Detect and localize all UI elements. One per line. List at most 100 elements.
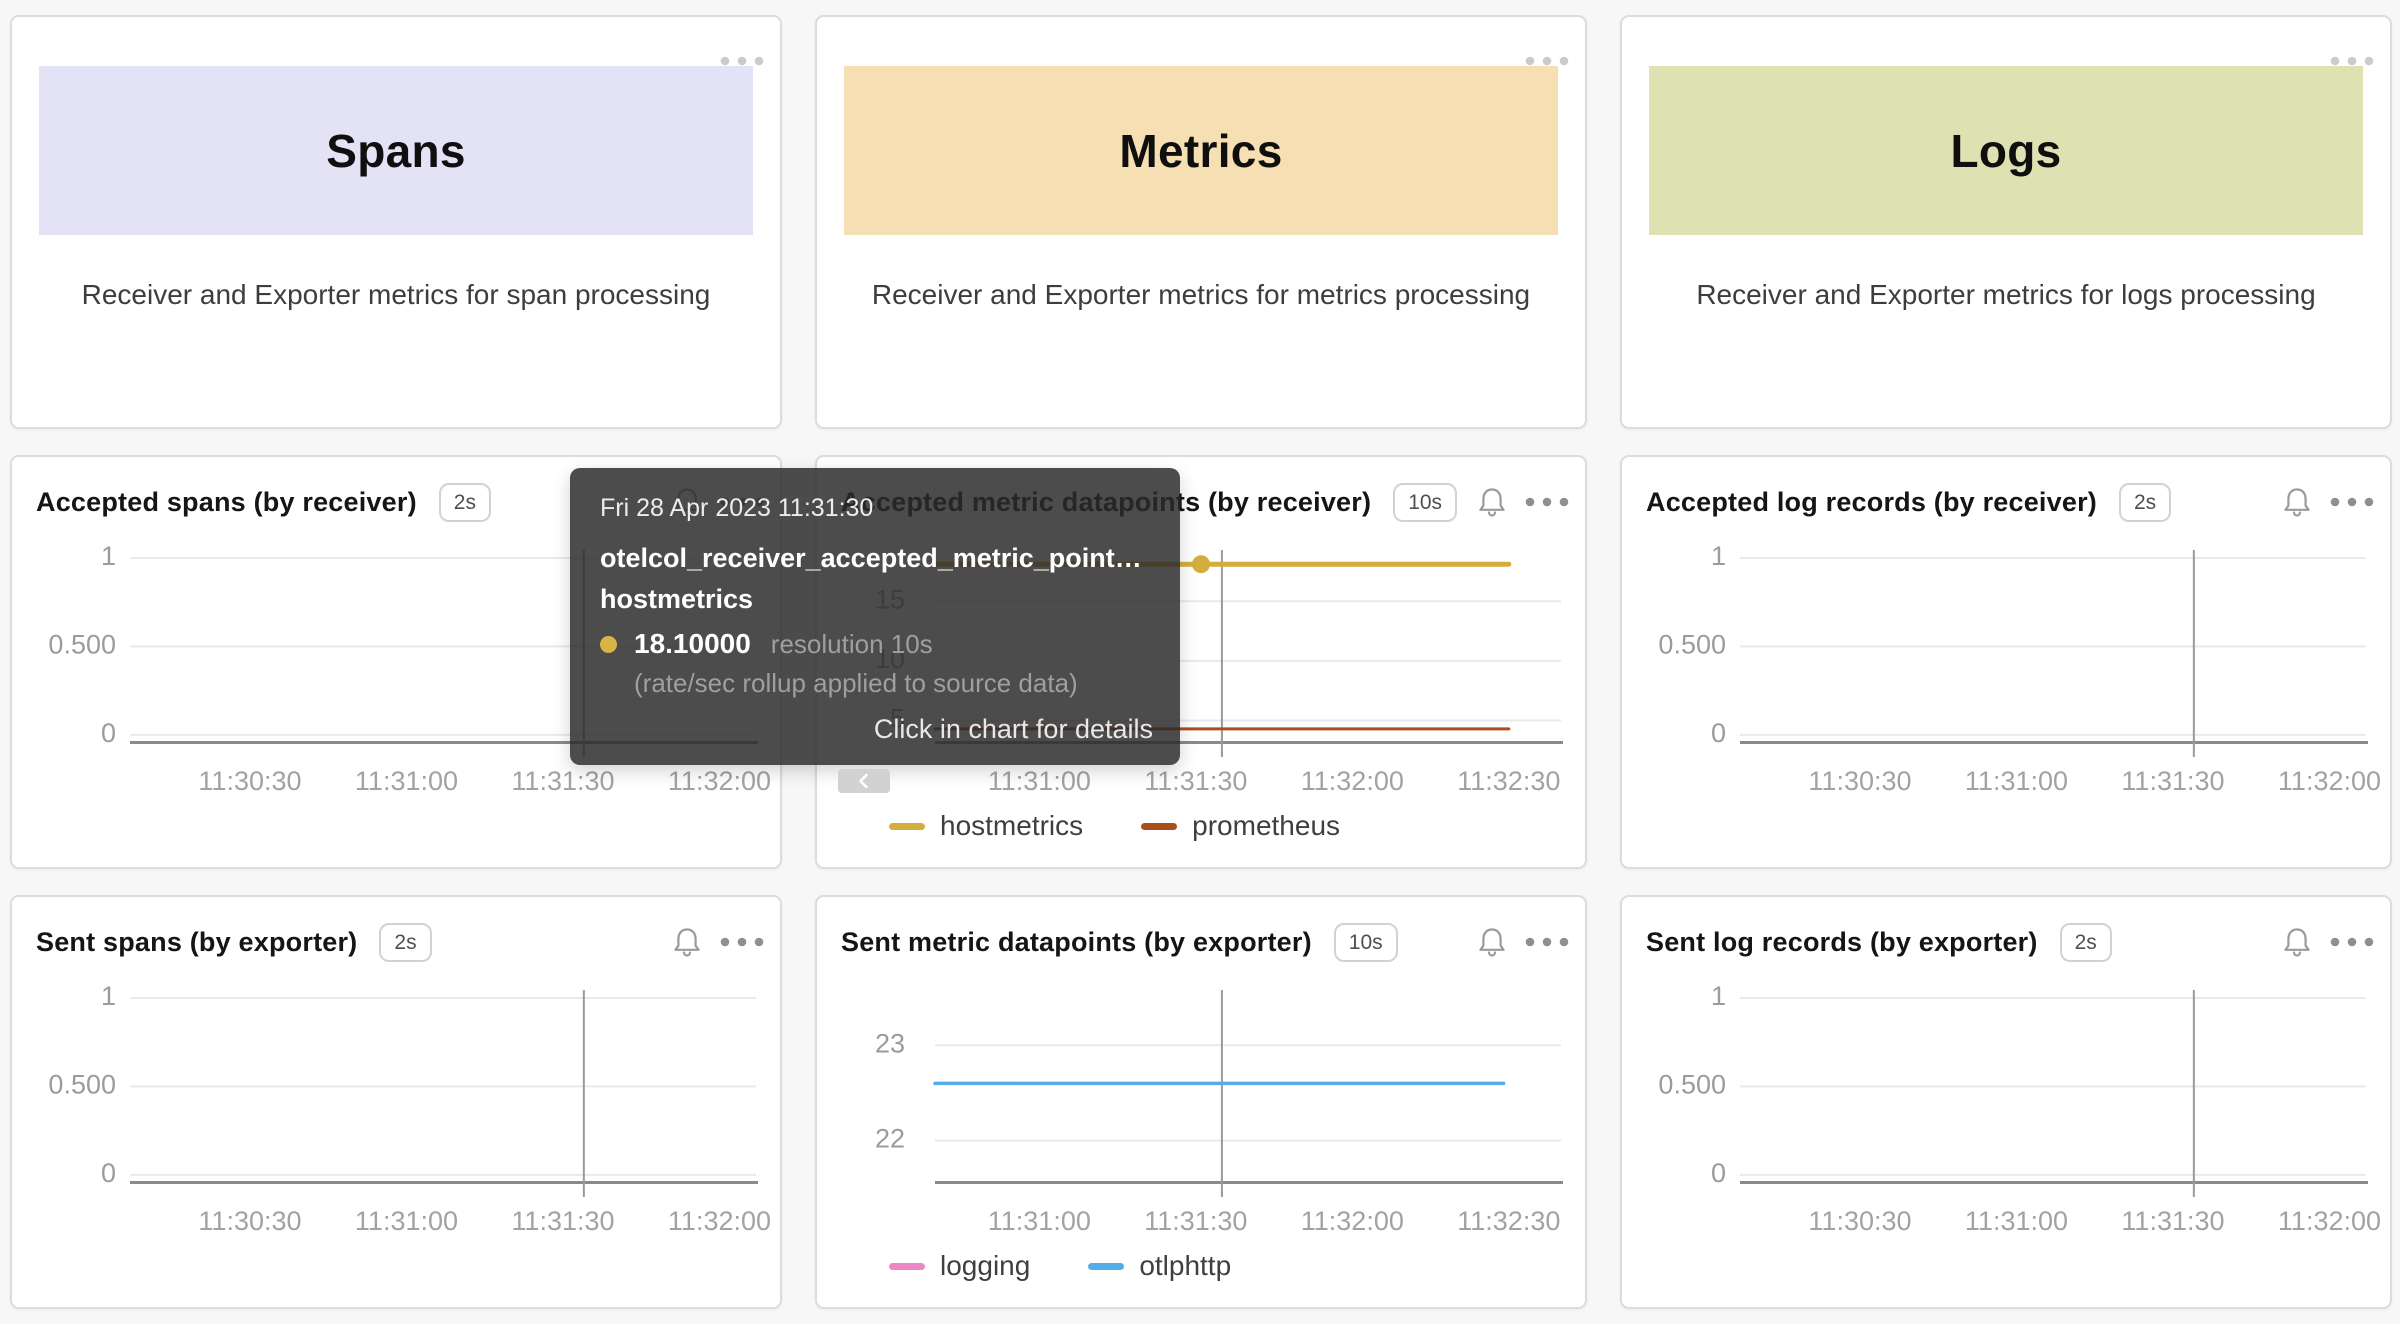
chevron-left-icon (859, 773, 868, 789)
svg-text:11:30:30: 11:30:30 (198, 766, 301, 796)
panel-header: Sent spans (by exporter) 2s (12, 897, 780, 987)
svg-text:11:31:00: 11:31:00 (355, 766, 458, 796)
svg-text:11:32:00: 11:32:00 (1301, 766, 1404, 796)
overflow-menu-icon[interactable] (2329, 54, 2375, 72)
dashboard-grid: Spans Receiver and Exporter metrics for … (10, 15, 2392, 1309)
legend-item-prometheus[interactable]: prometheus (1141, 810, 1340, 842)
resolution-badge: 2s (438, 482, 491, 522)
spans-description: Receiver and Exporter metrics for span p… (81, 279, 711, 310)
svg-text:1: 1 (101, 981, 116, 1011)
svg-text:11:32:30: 11:32:30 (1457, 1206, 1560, 1236)
summary-card-logs[interactable]: Logs Receiver and Exporter metrics for l… (1620, 15, 2392, 429)
chart-panel: Sent log records (by exporter) 2s 1 0.500… (1620, 895, 2392, 1309)
bell-icon[interactable] (669, 923, 705, 964)
logs-banner-title: Logs (1950, 124, 2062, 177)
panel-title: Sent metric datapoints (by exporter) (841, 926, 1312, 957)
logs-description: Receiver and Exporter metrics for logs p… (1696, 279, 2316, 310)
overflow-menu-icon[interactable] (2329, 935, 2375, 953)
metrics-banner-title: Metrics (1119, 124, 1283, 177)
svg-text:11:32:00: 11:32:00 (668, 1206, 771, 1236)
chart-plot[interactable]: 1 0.500 0 11:30:30 11:31:00 11:31:30 11:32:00 (1622, 897, 2394, 1311)
svg-text:0: 0 (101, 1158, 116, 1188)
svg-text:11:31:00: 11:31:00 (355, 1206, 458, 1236)
svg-text:0.500: 0.500 (48, 630, 116, 660)
overflow-menu-icon[interactable] (719, 935, 765, 953)
spans-banner: Spans (39, 66, 753, 235)
legend-item-hostmetrics[interactable]: hostmetrics (889, 810, 1083, 842)
svg-text:11:32:00: 11:32:00 (668, 766, 771, 796)
svg-text:11:32:00: 11:32:00 (1301, 1206, 1404, 1236)
panel-header: Accepted spans (by receiver) 2s (12, 457, 780, 547)
svg-text:0: 0 (101, 718, 116, 748)
svg-text:1: 1 (1711, 541, 1726, 571)
legend-label: hostmetrics (940, 810, 1084, 841)
svg-text:11:32:00: 11:32:00 (2278, 1206, 2381, 1236)
panel-header: Sent metric datapoints (by exporter) 10s (817, 897, 1585, 987)
legend-label: prometheus (1192, 810, 1341, 841)
legend-item-logging[interactable]: logging (889, 1250, 1030, 1282)
legend-label: otlphttp (1139, 1250, 1232, 1281)
summary-card-metrics[interactable]: Metrics Receiver and Exporter metrics fo… (815, 15, 1587, 429)
spans-banner-title: Spans (326, 124, 466, 177)
svg-text:11:31:00: 11:31:00 (1965, 1206, 2068, 1236)
svg-text:11:31:30: 11:31:30 (1144, 766, 1247, 796)
svg-text:22: 22 (875, 1124, 905, 1154)
legend-item-otlphttp[interactable]: otlphttp (1088, 1250, 1231, 1282)
overflow-menu-icon[interactable] (1524, 935, 1570, 953)
chart-panel: Accepted spans (by receiver) 2s 1 0.500 0 1… (10, 455, 782, 869)
legend-swatch-icon (889, 822, 925, 830)
chart-legend: logging otlphttp (889, 1249, 1231, 1283)
svg-text:1: 1 (101, 541, 116, 571)
chart-plot[interactable]: 23 22 11:31:00 11:31:30 11:32:00 11:32:30 (817, 897, 1589, 1311)
svg-text:0.500: 0.500 (48, 1070, 116, 1100)
svg-text:11:31:30: 11:31:30 (2121, 1206, 2224, 1236)
svg-text:15: 15 (875, 584, 905, 614)
svg-text:1: 1 (1711, 981, 1726, 1011)
bell-icon[interactable] (1474, 483, 1510, 524)
legend-swatch-icon (1088, 1262, 1125, 1270)
panel-title: Sent spans (by exporter) (36, 926, 358, 957)
legend-swatch-icon (1141, 822, 1178, 830)
svg-text:0: 0 (1711, 1158, 1726, 1188)
svg-text:0.500: 0.500 (1658, 630, 1726, 660)
svg-text:5: 5 (890, 704, 905, 734)
overflow-menu-icon[interactable] (1524, 495, 1570, 513)
chart-legend: hostmetrics prometheus (889, 809, 1340, 843)
panel-header: Accepted log records (by receiver) 2s (1622, 457, 2390, 547)
svg-text:11:31:30: 11:31:30 (2121, 766, 2224, 796)
chart-panel: Sent metric datapoints (by exporter) 10s… (815, 895, 1587, 1309)
metrics-banner: Metrics (844, 66, 1558, 235)
chart-panel: Accepted log records (by receiver) 2s 1 0… (1620, 455, 2392, 869)
overflow-menu-icon[interactable] (1524, 54, 1570, 72)
bell-icon[interactable] (2279, 923, 2315, 964)
svg-text:11:32:30: 11:32:30 (1457, 766, 1560, 796)
logs-banner: Logs (1649, 66, 2363, 235)
overflow-menu-icon[interactable] (2329, 495, 2375, 513)
summary-card-spans[interactable]: Spans Receiver and Exporter metrics for … (10, 15, 782, 429)
chart-plot[interactable]: 1 0.500 0 11:30:30 11:31:00 11:31:30 11:32:00 (1622, 457, 2394, 871)
svg-text:11:31:00: 11:31:00 (1965, 766, 2068, 796)
chart-panel: Accepted metric datapoints (by receiver)… (815, 455, 1587, 869)
panel-header: Sent log records (by exporter) 2s (1622, 897, 2390, 987)
metrics-description: Receiver and Exporter metrics for metric… (871, 279, 1531, 310)
resolution-badge: 2s (2118, 482, 2172, 522)
pan-left-button[interactable] (838, 769, 890, 793)
bell-icon[interactable] (1474, 923, 1510, 964)
chart-plot[interactable]: 1 0.500 0 11:30:30 11:31:00 11:31:30 11:32:00 (12, 457, 784, 871)
bell-icon[interactable] (2279, 483, 2315, 524)
svg-text:11:31:30: 11:31:30 (511, 766, 614, 796)
svg-text:11:32:00: 11:32:00 (2278, 766, 2381, 796)
svg-text:10: 10 (875, 644, 905, 674)
resolution-badge: 10s (1393, 482, 1458, 522)
panel-title: Accepted log records (by receiver) (1646, 486, 2097, 517)
svg-text:11:31:30: 11:31:30 (1144, 1206, 1247, 1236)
svg-text:11:31:00: 11:31:00 (988, 1206, 1091, 1236)
resolution-badge: 10s (1333, 922, 1398, 962)
svg-text:0: 0 (1711, 718, 1726, 748)
overflow-menu-icon[interactable] (719, 54, 765, 72)
svg-text:11:31:30: 11:31:30 (511, 1206, 614, 1236)
legend-swatch-icon (889, 1262, 925, 1270)
legend-label: logging (940, 1250, 1031, 1281)
panel-title: Sent log records (by exporter) (1646, 926, 2038, 957)
chart-plot[interactable]: 1 0.500 0 11:30:30 11:31:00 11:31:30 11:32:00 (12, 897, 784, 1311)
